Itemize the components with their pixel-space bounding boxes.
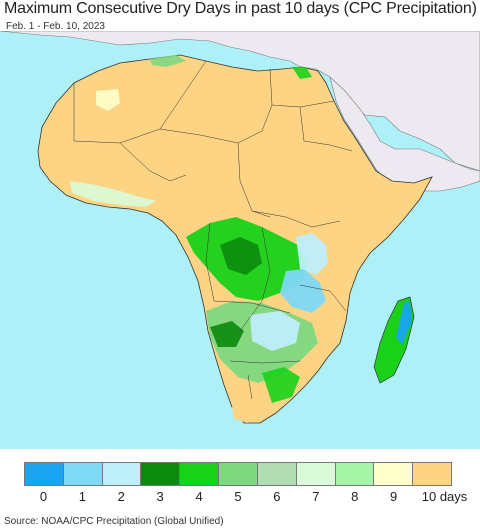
legend-label: 0 <box>39 489 48 504</box>
guinea-coast-patch <box>70 181 156 207</box>
south-africa-green <box>262 367 300 403</box>
legend-label: 5 <box>234 489 242 504</box>
legend-swatch <box>63 463 103 485</box>
map-title: Maximum Consecutive Dry Days in past 10 … <box>4 0 477 17</box>
legend-label: 1 <box>78 489 86 504</box>
nile-delta-green <box>292 67 312 79</box>
legend-swatch <box>296 463 336 485</box>
africa-dry-days-map <box>0 30 480 449</box>
zambia-lightblue <box>250 311 300 351</box>
color-legend <box>24 462 452 486</box>
cape-dry <box>230 387 262 423</box>
map-svg <box>0 30 480 449</box>
legend-swatch <box>374 463 414 485</box>
date-range: Feb. 1 - Feb. 10, 2023 <box>6 21 105 32</box>
legend-swatch <box>25 463 64 485</box>
legend-label: 8 <box>351 489 359 504</box>
legend-label: 10 days <box>421 489 468 504</box>
horn-dry <box>344 181 406 229</box>
legend-label: 3 <box>156 489 164 504</box>
legend-label: 2 <box>117 489 125 504</box>
legend-swatch <box>219 463 258 485</box>
legend-label: 9 <box>390 489 398 504</box>
legend-swatch <box>141 463 181 485</box>
legend-swatch <box>413 463 451 485</box>
west-africa-wet-patch <box>96 89 120 111</box>
legend-swatch <box>102 463 142 485</box>
source-credit: Source: NOAA/CPC Precipitation (Global U… <box>4 516 224 527</box>
legend-label: 6 <box>273 489 281 504</box>
north-coast-green <box>150 55 186 67</box>
legend-label: 4 <box>195 489 203 504</box>
east-africa-lightblue <box>280 269 326 313</box>
great-lakes-light <box>296 233 328 275</box>
legend-labels: 0 1 2 3 4 5 6 7 8 9 10 days <box>24 489 467 504</box>
angola-dark <box>210 321 244 347</box>
legend-swatch <box>180 463 220 485</box>
arabian-peninsula <box>329 76 480 192</box>
country-borders <box>73 60 353 400</box>
legend-swatch <box>257 463 297 485</box>
madagascar-east-wet <box>396 301 412 345</box>
legend-swatch <box>335 463 375 485</box>
congo-basin-dark <box>220 237 262 275</box>
legend-label: 7 <box>312 489 320 504</box>
